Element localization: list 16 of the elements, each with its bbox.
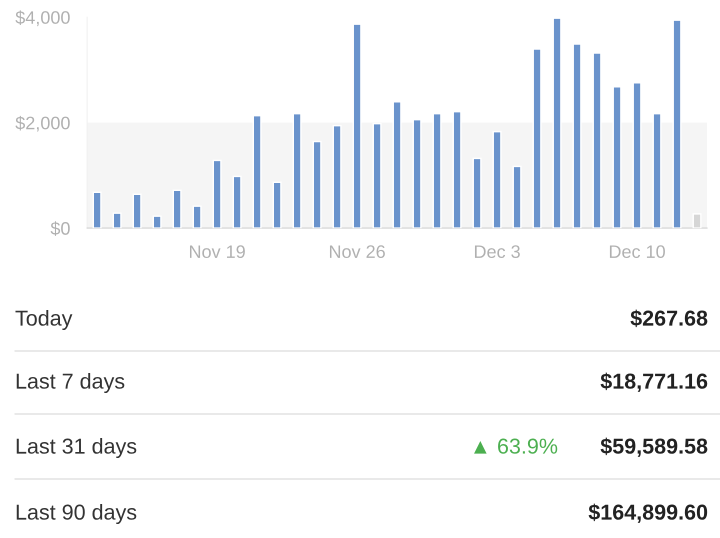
text: Last 7 days: [16, 372, 124, 394]
text: Last 90 days: [16, 504, 136, 524]
x-tick-label: Dec 3: [474, 245, 520, 258]
text: Today: [15, 310, 72, 330]
text: Last 31 days: [16, 438, 136, 458]
text: $59,589.58: [600, 438, 708, 457]
text: $164,899.60: [588, 504, 708, 523]
y-tick-label: $2,000: [15, 116, 70, 132]
text: $267.68: [630, 310, 708, 328]
x-tick-label: Nov 26: [330, 245, 385, 258]
text: $18,771.16: [600, 372, 708, 392]
y-tick-label: $4,000: [15, 10, 70, 26]
x-tick-label: Dec 10: [610, 245, 665, 258]
text: ▲ 63.9%: [474, 438, 558, 454]
x-tick-label: Nov 19: [190, 245, 245, 258]
y-tick-label: $0: [50, 221, 70, 236]
